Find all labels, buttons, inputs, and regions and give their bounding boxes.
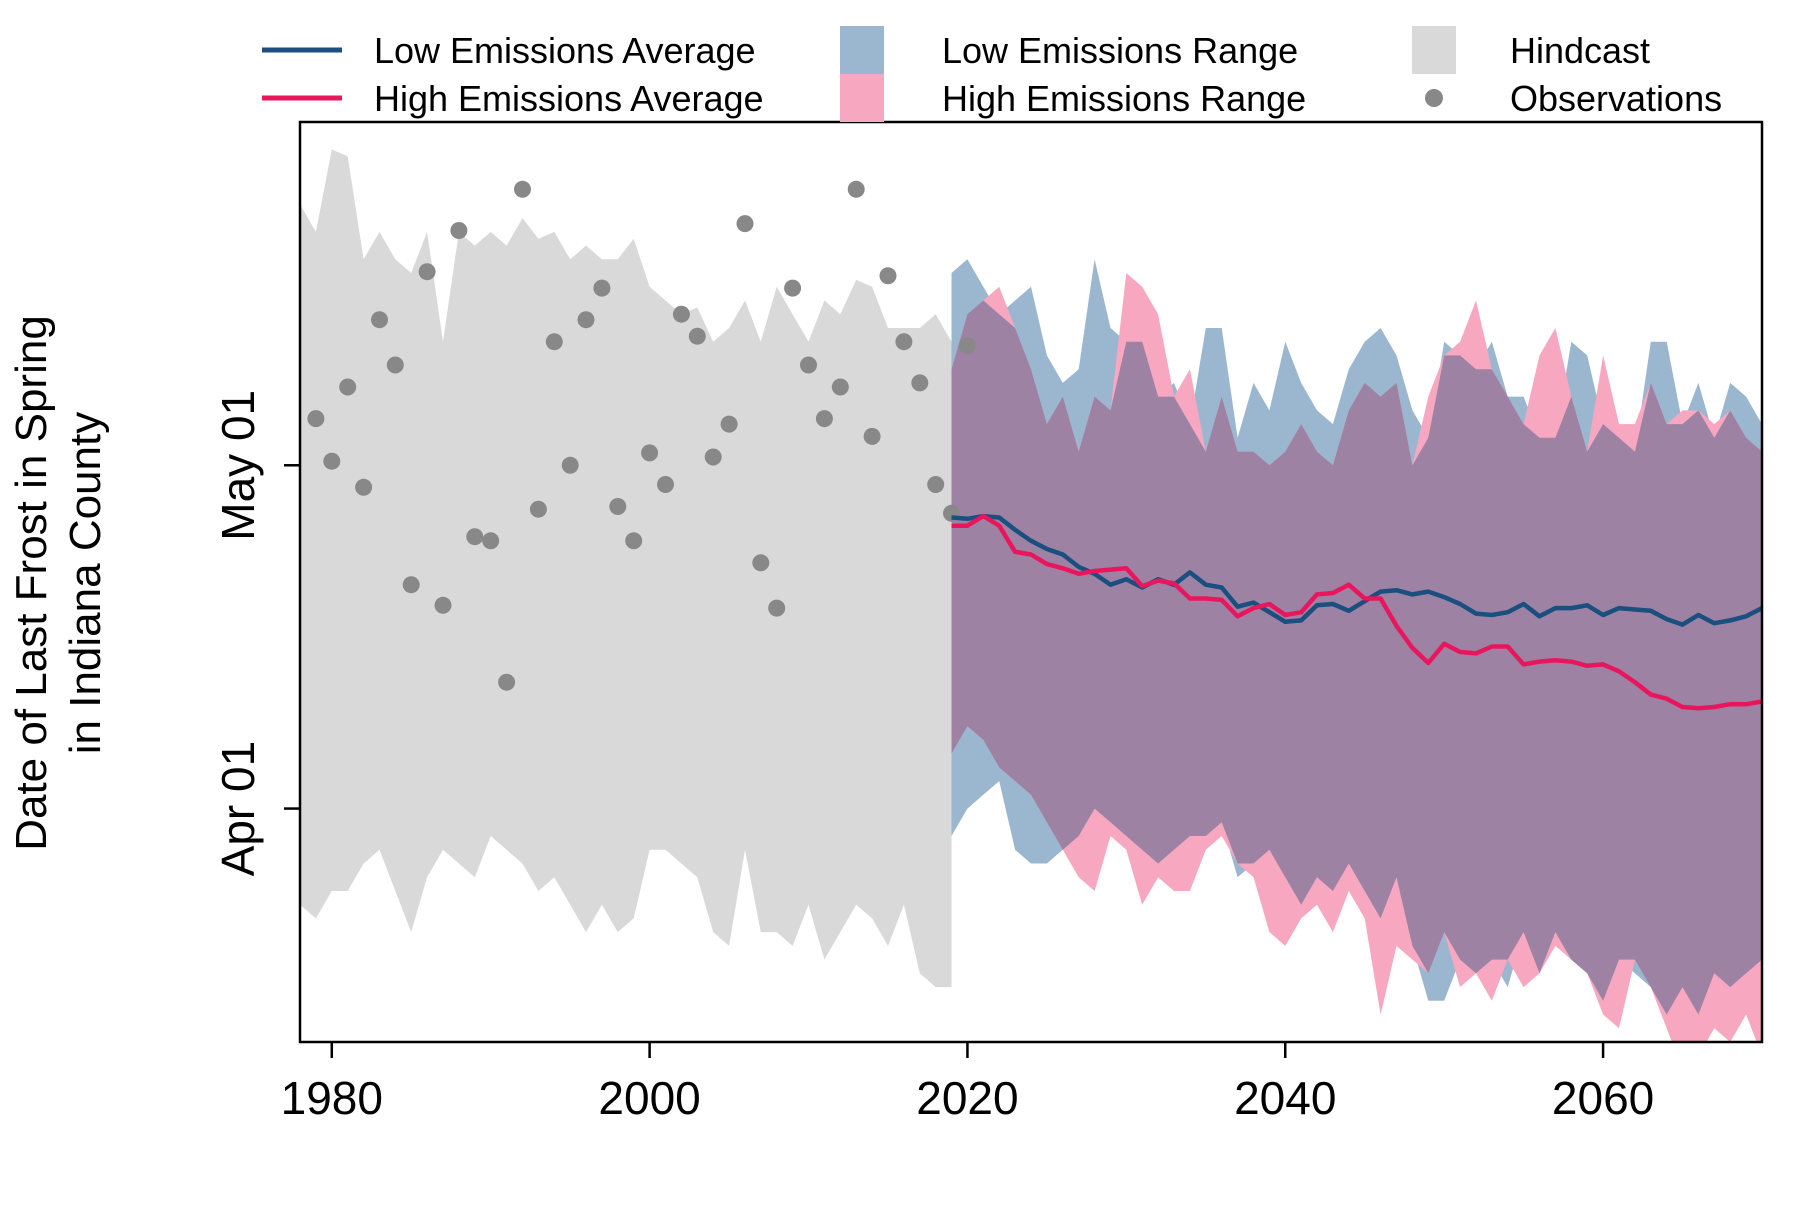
observation-point (545, 333, 563, 351)
legend-label: Low Emissions Range (942, 30, 1298, 71)
observation-points (307, 180, 976, 691)
observation-point (800, 356, 817, 374)
observation-point (784, 279, 802, 297)
observation-point (720, 415, 738, 433)
observation-point (307, 410, 325, 428)
legend-label: High Emissions Range (942, 78, 1306, 119)
y-axis: Apr 01 May 01 (212, 390, 300, 876)
plot-area (298, 120, 1764, 1044)
observation-point (641, 444, 659, 462)
x-tick-label: 2000 (598, 1072, 700, 1124)
y-axis-title: Date of Last Frost in Spring in Indiana … (7, 315, 110, 851)
legend-fill-swatch (1412, 26, 1456, 74)
legend: Low Emissions Average High Emissions Aver… (262, 26, 1722, 122)
observation-point (498, 673, 516, 691)
legend-item-high-range: High Emissions Range (840, 74, 1306, 122)
observation-point (752, 554, 770, 572)
observation-point (863, 427, 881, 445)
legend-fill-swatch (840, 74, 884, 122)
legend-fill-swatch (840, 26, 884, 74)
observation-point (688, 327, 706, 345)
observation-point (418, 263, 436, 281)
observation-point (831, 378, 849, 396)
legend-item-hindcast: Hindcast (1412, 26, 1650, 74)
x-axis: 1980 2000 2020 2040 2060 (281, 1042, 1654, 1124)
y-axis-title-line-2: in Indiana County (61, 412, 110, 754)
observation-point (911, 374, 929, 392)
plot-frame (298, 120, 1764, 1044)
range-overlap-band (951, 300, 1762, 1015)
observation-point (402, 576, 420, 594)
observation-point (958, 337, 976, 355)
x-tick-label: 2060 (1552, 1072, 1654, 1124)
high-emissions-average-line (951, 513, 1762, 711)
hindcast-band (300, 149, 952, 988)
observation-point (355, 478, 373, 496)
observation-point (657, 476, 674, 493)
observation-point (625, 532, 643, 550)
legend-label: High Emissions Average (374, 78, 764, 119)
observation-point (593, 279, 611, 297)
observation-point (450, 222, 468, 239)
y-tick-label: Apr 01 (212, 741, 264, 877)
observation-point (704, 448, 722, 466)
observation-point (577, 311, 595, 329)
observation-point (514, 180, 531, 198)
y-tick-label: May 01 (212, 390, 264, 541)
observation-point (339, 378, 357, 396)
y-axis-title-line-1: Date of Last Frost in Spring (7, 315, 56, 851)
observation-point (482, 532, 500, 550)
observation-point (895, 333, 913, 351)
x-tick-label: 1980 (281, 1072, 383, 1124)
observation-point (434, 596, 452, 614)
observation-point (529, 500, 547, 518)
observation-point (386, 356, 404, 374)
observation-point (672, 305, 690, 323)
range-fills (300, 149, 1762, 1042)
legend-point-swatch (1425, 89, 1443, 107)
legend-label: Observations (1510, 78, 1722, 119)
observation-point (609, 498, 627, 515)
observation-point (323, 452, 341, 470)
observation-point (561, 456, 579, 474)
x-tick-label: 2020 (916, 1072, 1018, 1124)
observation-point (768, 599, 786, 617)
legend-item-low-range: Low Emissions Range (840, 26, 1298, 74)
observation-point (847, 180, 865, 198)
legend-label: Low Emissions Average (374, 30, 756, 71)
observation-point (879, 267, 897, 285)
observation-point (736, 215, 754, 233)
legend-item-high-avg: High Emissions Average (262, 78, 764, 119)
x-tick-label: 2040 (1234, 1072, 1336, 1124)
legend-label: Hindcast (1510, 30, 1650, 71)
observation-point (466, 528, 484, 546)
observation-point (815, 410, 833, 428)
legend-item-low-avg: Low Emissions Average (262, 30, 756, 71)
observation-point (927, 476, 945, 493)
legend-item-obs: Observations (1425, 78, 1722, 119)
average-lines (951, 513, 1762, 711)
observation-point (371, 311, 388, 329)
